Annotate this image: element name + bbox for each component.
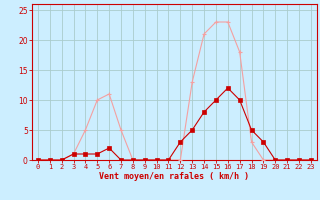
X-axis label: Vent moyen/en rafales ( km/h ): Vent moyen/en rafales ( km/h ) bbox=[100, 172, 249, 181]
